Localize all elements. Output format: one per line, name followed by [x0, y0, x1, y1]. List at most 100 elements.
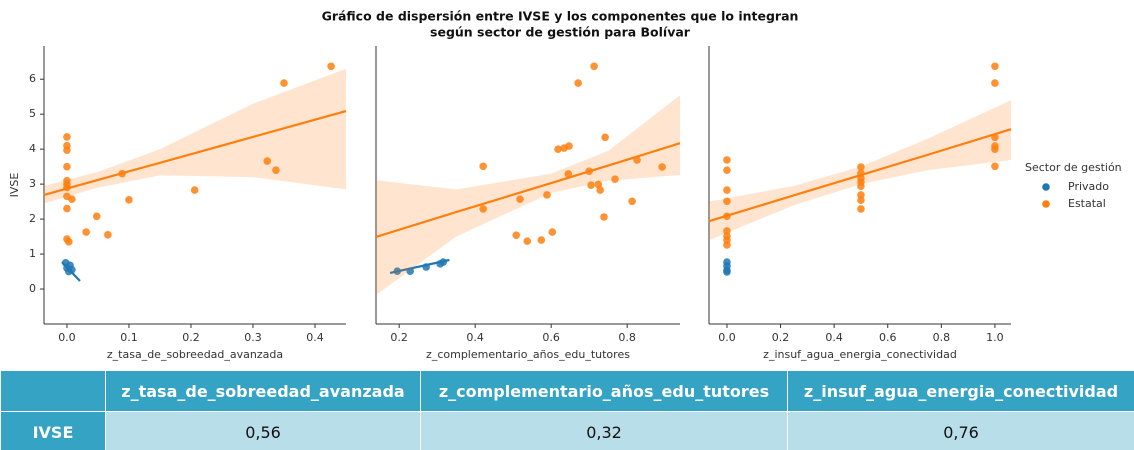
point — [479, 205, 487, 213]
y-tick-label: 2 — [29, 212, 36, 225]
point — [512, 231, 521, 239]
point — [723, 166, 731, 174]
point — [125, 196, 133, 204]
point — [548, 228, 557, 236]
header-cell — [0, 370, 106, 412]
point — [82, 228, 90, 236]
point — [991, 62, 999, 71]
point — [587, 181, 595, 189]
point — [63, 133, 71, 141]
point — [658, 163, 666, 171]
x-tick-label: 0.8 — [933, 331, 951, 344]
y-tick-label: 4 — [29, 142, 36, 155]
y-tick-label: 6 — [29, 72, 36, 85]
point — [596, 186, 604, 194]
x-axis-label: z_tasa_de_sobreedad_avanzada — [107, 348, 283, 361]
regression-line — [61, 261, 81, 282]
point — [280, 79, 288, 87]
regression-line — [389, 258, 450, 275]
x-tick-label: 0.3 — [244, 331, 262, 344]
y-tick-label: 5 — [29, 107, 36, 120]
point — [479, 162, 487, 171]
regression-line — [375, 142, 681, 238]
point — [565, 142, 573, 150]
x-tick-label: 0.4 — [825, 331, 843, 344]
figure: Gráfico de dispersión entre IVSE y los c… — [8, 9, 1122, 362]
point — [537, 236, 546, 244]
y-axis-label: IVSE — [8, 173, 21, 198]
cell: 0,76 — [787, 411, 1134, 450]
x-tick-label: 0.6 — [542, 331, 560, 344]
point — [564, 170, 573, 178]
x-axis-label: z_complementario_años_edu_tutores — [426, 348, 630, 361]
point — [65, 238, 73, 246]
x-axis-label: z_insuf_agua_energia_conectividad — [763, 348, 957, 361]
point — [723, 197, 731, 206]
legend-title: Sector de gestión — [1025, 161, 1122, 174]
point — [723, 241, 731, 249]
point — [611, 175, 619, 184]
point — [857, 205, 865, 213]
point — [723, 227, 731, 235]
legend-marker — [1042, 183, 1050, 191]
x-tick-label: 0.4 — [306, 331, 324, 344]
legend-marker — [1042, 200, 1050, 208]
point — [104, 231, 112, 239]
header-cell: z_complementario_años_edu_tutores — [420, 370, 788, 412]
x-tick-label: 0.8 — [618, 331, 636, 344]
correlation-table: z_tasa_de_sobreedad_avanzada z_complemen… — [0, 370, 1134, 450]
point — [600, 213, 608, 221]
chart-title: Gráfico de dispersión entre IVSE y los c… — [322, 9, 799, 24]
regression-line — [43, 109, 347, 197]
x-tick-label: 1.0 — [986, 331, 1004, 344]
confidence-band — [44, 68, 346, 204]
x-tick-label: 0.2 — [390, 331, 408, 344]
x-tick-label: 0.2 — [772, 331, 790, 344]
point — [523, 237, 532, 245]
x-tick-label: 0.0 — [718, 331, 736, 344]
confidence-band — [376, 95, 680, 295]
point — [723, 186, 731, 194]
point — [601, 133, 609, 142]
point — [857, 191, 865, 199]
y-tick-label: 1 — [29, 247, 36, 260]
point — [516, 195, 524, 203]
cell: 0,56 — [105, 411, 421, 450]
point — [63, 204, 71, 213]
x-tick-label: 0.0 — [58, 331, 76, 344]
point — [63, 146, 71, 155]
point — [63, 162, 71, 171]
point — [92, 212, 101, 221]
x-tick-label: 0.4 — [466, 331, 484, 344]
legend-label: Estatal — [1068, 197, 1106, 210]
y-tick-label: 0 — [29, 282, 36, 295]
point — [68, 195, 76, 203]
point — [554, 145, 562, 153]
data-row: IVSE 0,56 0,32 0,76 — [0, 411, 1134, 450]
legend-label: Privado — [1068, 180, 1109, 193]
point — [327, 62, 335, 71]
header-row: z_tasa_de_sobreedad_avanzada z_complemen… — [0, 370, 1134, 412]
row-label: IVSE — [0, 411, 106, 450]
chart-title: según sector de gestión para Bolívar — [430, 25, 691, 40]
point — [190, 186, 199, 194]
point — [991, 162, 999, 171]
x-tick-label: 0.6 — [879, 331, 897, 344]
point — [628, 197, 636, 206]
point — [723, 156, 731, 164]
point — [590, 62, 598, 71]
point — [991, 79, 999, 87]
point — [543, 191, 551, 199]
y-tick-label: 3 — [29, 177, 36, 190]
x-tick-label: 0.1 — [120, 331, 138, 344]
regression-line — [708, 128, 1012, 223]
point — [272, 166, 280, 174]
point — [723, 268, 731, 276]
cell: 0,32 — [420, 411, 788, 450]
point — [991, 145, 999, 153]
point — [857, 163, 865, 171]
header-cell: z_tasa_de_sobreedad_avanzada — [105, 370, 421, 412]
point — [574, 79, 582, 87]
header-cell: z_insuf_agua_energia_conectividad — [787, 370, 1134, 412]
